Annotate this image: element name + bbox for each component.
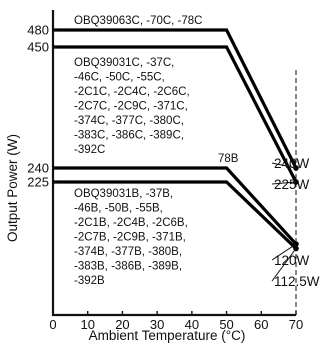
annotation-c450-line: -2C1C, -2C4C, -2C6C, (74, 86, 190, 98)
x-tick-label: 70 (289, 317, 303, 332)
end-label-2: 225W (274, 177, 310, 192)
y-tick-label: 225 (27, 175, 49, 190)
x-tick-label: 60 (254, 317, 268, 332)
annotation-c225-line: OBQ39031B, -37B, (74, 188, 173, 200)
annotations: OBQ39063C, -70C, -78C OBQ39031C, -37C, -46… (74, 15, 239, 287)
end-label-leader (271, 248, 297, 282)
annotation-c480-line: OBQ39063C, -70C, -78C (74, 15, 202, 27)
series-group (53, 28, 299, 252)
end-label-3: 120W (274, 253, 310, 268)
series-line-4 (53, 180, 298, 250)
annotation-c225-line: -374B, -377B, -380B, (74, 246, 182, 258)
annotation-c450-line: -46C, -50C, -55C, (74, 72, 165, 84)
annotation-c225-line: -46B, -50B, -55B, (74, 203, 163, 215)
end-labels: 240W 225W 120W 112.5W (271, 156, 320, 289)
x-tick-label: 30 (150, 317, 164, 332)
y-axis-title: Output Power (W) (5, 134, 20, 242)
annotation-c225-line: -2C7B, -2C9B, -371B, (74, 232, 186, 244)
annotation-c450-line: -2C7C, -2C9C, -371C, (74, 101, 188, 113)
annotation-c225-line: -2C1B, -2C4B, -2C6B, (74, 217, 188, 229)
series-line-3 (53, 166, 298, 246)
annotation-c450-line: OBQ39031C, -37C, (74, 57, 174, 69)
end-label-1: 240W (274, 156, 310, 171)
annotation-c225-line: -392B (74, 275, 105, 287)
x-tick-label: 10 (80, 317, 94, 332)
end-label-4: 112.5W (274, 274, 320, 289)
annotation-c450-line: -392C (74, 144, 105, 156)
y-tick-label: 480 (27, 23, 49, 38)
y-tick-label: 450 (27, 40, 49, 55)
y-tick-label: 240 (27, 161, 49, 176)
end-label-leader (271, 243, 297, 261)
end-label-leader (271, 162, 297, 169)
series-line-1 (53, 28, 298, 169)
x-tick-label: 0 (49, 317, 56, 332)
end-label-leader (271, 181, 297, 185)
axes (51, 10, 296, 317)
x-tick-label: 20 (115, 317, 129, 332)
annotation-c225-line: -383B, -386B, -389B, (74, 261, 182, 273)
x-axis-title: Ambient Temperature (°C) (89, 328, 246, 343)
annotation-c240-line: 78B (218, 153, 239, 165)
annotation-c450-line: -383C, -386C, -389C, (74, 130, 184, 142)
x-tick-label: 40 (185, 317, 199, 332)
x-tick-label: 50 (219, 317, 233, 332)
annotation-c450-line: -374C, -377C, -380C, (74, 115, 184, 127)
series-line-2 (53, 45, 298, 183)
